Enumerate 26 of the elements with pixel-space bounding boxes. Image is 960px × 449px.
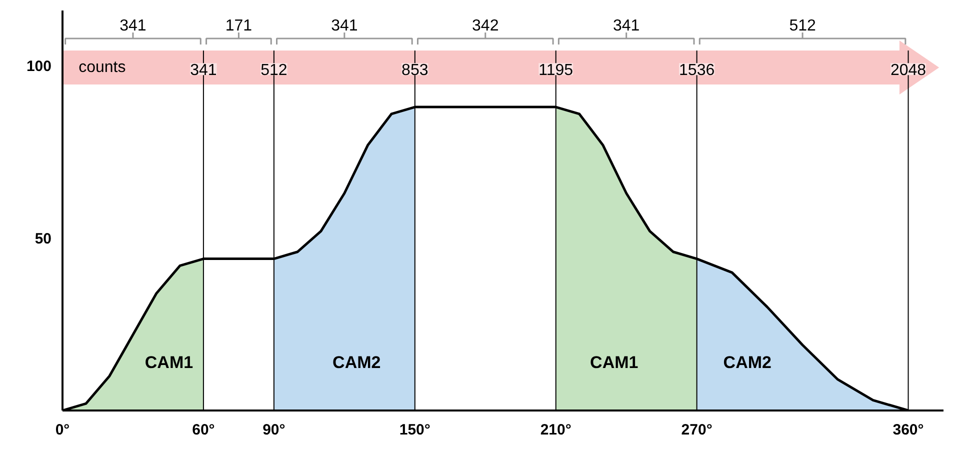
series-label: CAM2 (332, 353, 381, 372)
x-tick-label: 60° (192, 422, 215, 438)
x-tick-label: 0° (55, 422, 70, 438)
annotation: 341 (331, 18, 358, 34)
x-tick-label: 270° (681, 422, 712, 438)
annotation: 341 (120, 18, 146, 34)
x-tick-label: 360° (892, 422, 924, 438)
annotation: 342 (472, 18, 499, 34)
x-tick-label: 150° (399, 422, 430, 438)
y-tick-label: 100 (26, 58, 52, 76)
x-tick-label: 210° (540, 422, 572, 438)
series-label: CAM1 (144, 353, 194, 372)
annotation: counts (78, 59, 126, 76)
series-label: CAM2 (723, 353, 772, 372)
annotation: 512 (789, 18, 816, 34)
annotation: 1536 (679, 62, 715, 80)
annotation: 512 (260, 62, 288, 80)
annotation: 341 (190, 62, 217, 80)
annotation: 1195 (538, 62, 574, 80)
y-tick-label: 50 (34, 230, 52, 248)
annotation: 853 (402, 62, 428, 80)
annotation: 2048 (890, 62, 926, 80)
annotation: 341 (612, 18, 640, 34)
annotation: 171 (225, 18, 252, 34)
x-tick-label: 90° (262, 422, 286, 438)
series-label: CAM1 (590, 353, 638, 372)
